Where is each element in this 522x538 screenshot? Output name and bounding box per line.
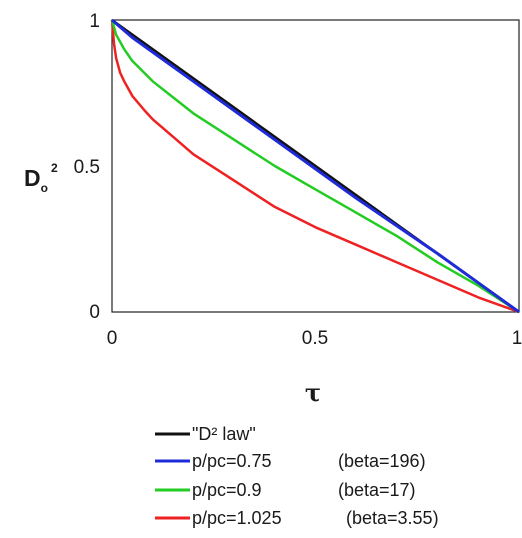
- y-tick-label-0: 0: [89, 302, 100, 323]
- x-axis-label: τ: [305, 378, 321, 407]
- legend-beta-1: (beta=196): [338, 451, 426, 471]
- y-axis-label-sup: 2: [51, 161, 58, 175]
- y-axis-label-main: D: [24, 165, 41, 191]
- x-tick-label-0: 0: [107, 328, 118, 349]
- y-tick-label-2: 1: [89, 11, 100, 32]
- legend: "D² law" p/pc=0.75 (beta=196) p/pc=0.9 (…: [155, 424, 439, 528]
- legend-label-2: p/pc=0.9: [192, 480, 262, 500]
- y-axis-label-sub: o: [41, 181, 48, 195]
- series-line-3: [110, 19, 520, 314]
- legend-beta-3: (beta=3.55): [346, 508, 439, 528]
- y-tick-label-1: 0.5: [74, 157, 100, 178]
- legend-beta-2: (beta=17): [338, 480, 416, 500]
- legend-label-0: "D² law": [192, 424, 256, 444]
- legend-label-3: p/pc=1.025: [192, 508, 282, 528]
- x-tick-label-1: 0.5: [302, 328, 328, 349]
- series-line-2: [110, 19, 520, 314]
- y-axis-label: Do2: [24, 161, 58, 195]
- legend-label-1: p/pc=0.75: [192, 451, 272, 471]
- series-layer: [110, 18, 520, 314]
- plot-area: [111, 19, 520, 313]
- x-tick-label-2: 1: [512, 328, 522, 349]
- series-line-1: [111, 18, 520, 314]
